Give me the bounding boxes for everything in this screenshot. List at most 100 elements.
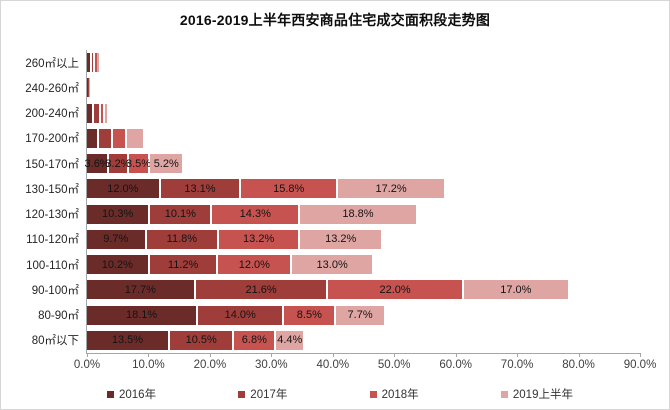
bar-segment-2018年 [94, 53, 98, 73]
bar-row: 260㎡以上 [25, 50, 640, 75]
bar-segment-2018年: 14.3% [212, 204, 301, 224]
category-label: 170-200㎡ [25, 133, 79, 146]
bar-segment-2016年: 18.1% [87, 305, 199, 325]
x-axis-tick-label: 40.0% [316, 359, 350, 371]
bar-segment-2016年: 17.7% [87, 280, 196, 300]
x-axis-tick-label: 80.0% [562, 359, 595, 371]
bar-track: 9.7% 11.8% 13.2% 13.2% [87, 229, 640, 249]
bar-segment-2018年: 13.2% [219, 229, 301, 249]
bar-track [87, 128, 640, 148]
bar-segment-2016年 [87, 78, 89, 98]
bar-track: 10.3% 10.1% 14.3% 18.8% [87, 204, 640, 224]
bar-segment-2019上半年 [126, 128, 143, 148]
legend-item: 2018年 [369, 386, 419, 402]
bar-row: 130-150㎡ 12.0% 13.1% 15.8% 17.2% [25, 176, 640, 201]
bar-segment-2019上半年: 5.2% [150, 154, 183, 174]
legend-marker-icon [238, 390, 246, 398]
bar-row: 240-260㎡ [25, 75, 640, 100]
bar-row: 80-90㎡ 18.1% 14.0% 8.5% 7.7% [38, 303, 640, 328]
bar-segment-2016年: 10.2% [87, 255, 150, 275]
bar-row: 120-130㎡ 10.3% 10.1% 14.3% 18.8% [25, 202, 640, 227]
bar-track: 3.6% 3.2% 3.5% 5.2% [85, 154, 640, 174]
x-axis-tickmark [271, 353, 273, 357]
bar-track: 13.5% 10.5% 6.8% 4.4% [87, 330, 640, 350]
bar-segment-2016年: 3.6% [85, 154, 110, 174]
bar-segment-2017年 [94, 103, 101, 123]
bar-segment-2018年 [88, 78, 90, 98]
bar-segment-2016年: 10.3% [87, 204, 151, 224]
x-axis-tickmark [640, 353, 641, 357]
x-axis-tick-label: 0.0% [73, 359, 101, 371]
x-axis-tick-label: 70.0% [500, 359, 534, 371]
bar-row: 100-110㎡ 10.2% 11.2% 12.0% 13.0% [26, 252, 640, 277]
bar-segment-2018年: 3.5% [126, 154, 151, 174]
bar-segment-2017年: 10.5% [169, 330, 235, 350]
category-label: 260㎡以上 [25, 57, 79, 70]
bar-segment-2016年: 9.7% [87, 229, 147, 249]
category-label: 80-90㎡ [38, 310, 79, 323]
category-label: 100-110㎡ [26, 259, 79, 272]
bar-segment-2019上半年 [89, 78, 91, 98]
bar-segment-2019上半年: 17.0% [463, 280, 569, 300]
x-axis: 0.0% 10.0% 20.0% 30.0% 40.0% 50.0% 60.0% 70.0% 8… [74, 353, 656, 377]
x-axis-tickmark [332, 353, 334, 357]
bar-segment-2017年 [99, 128, 114, 148]
legend-marker-icon [369, 390, 377, 398]
bar-segment-2017年: 14.0% [198, 305, 285, 325]
plot-area: 260㎡以上 240-260㎡ 200-240㎡ 170-200㎡ 150-170㎡ 3.… [25, 50, 656, 371]
category-label: 110-120㎡ [26, 234, 79, 247]
bar-segment-2017年: 3.2% [105, 154, 130, 174]
bar-row: 170-200㎡ [25, 126, 640, 151]
legend-marker-icon [500, 390, 508, 398]
bar-segment-2018年 [113, 128, 127, 148]
bar-segment-2016年 [87, 128, 100, 148]
bar-segment-2018年: 15.8% [241, 179, 339, 199]
category-label: 200-240㎡ [25, 108, 79, 121]
category-label: 120-130㎡ [25, 209, 79, 222]
bar-row: 110-120㎡ 9.7% 11.8% 13.2% 13.2% [26, 227, 640, 252]
bar-track [87, 78, 640, 98]
bar-segment-2018年: 8.5% [284, 305, 337, 325]
bar-rows: 260㎡以上 240-260㎡ 200-240㎡ 170-200㎡ 150-170㎡ 3.… [25, 50, 640, 353]
bar-row: 200-240㎡ [25, 101, 640, 126]
bar-track: 12.0% 13.1% 15.8% 17.2% [87, 179, 640, 199]
x-axis-tickmark [394, 353, 396, 357]
bar-segment-2019上半年 [97, 53, 100, 73]
bar-segment-2018年 [100, 103, 105, 123]
legend-marker-icon [107, 390, 114, 398]
bar-segment-2017年: 11.2% [149, 255, 219, 275]
x-axis-tickmark [148, 353, 150, 357]
category-label: 80㎡以下 [31, 335, 79, 348]
bar-segment-2016年: 12.0% [87, 179, 161, 199]
bar-track: 17.7% 21.6% 22.0% 17.0% [87, 280, 640, 300]
category-label: 130-150㎡ [25, 183, 79, 196]
category-label: 90-100㎡ [31, 284, 79, 297]
bar-segment-2019上半年: 13.0% [292, 255, 373, 275]
x-axis-tick-label: 30.0% [255, 359, 288, 371]
bar-track [87, 53, 640, 73]
bar-segment-2017年: 13.1% [160, 179, 242, 199]
bar-segment-2019上半年: 18.8% [300, 204, 416, 224]
legend: 2016年 2017年 2018年 2019上半年 [107, 386, 573, 402]
bar-segment-2019上半年: 13.2% [300, 229, 382, 249]
x-axis-tick-label: 10.0% [132, 359, 165, 371]
legend-item: 2019上半年 [500, 386, 573, 402]
category-label: 150-170㎡ [25, 158, 79, 171]
x-axis-tick-label: 50.0% [377, 359, 411, 371]
x-axis-tickmark [455, 353, 457, 357]
legend-item: 2017年 [238, 386, 287, 402]
bar-segment-2016年 [87, 53, 92, 73]
bar-row: 80㎡以下 13.5% 10.5% 6.8% 4.4% [32, 328, 640, 353]
bar-segment-2019上半年: 7.7% [336, 305, 384, 325]
legend-label: 2019上半年 [512, 389, 573, 401]
legend-label: 2018年 [381, 389, 419, 401]
x-axis-tickmark [209, 353, 211, 357]
bar-segment-2016年 [87, 103, 95, 123]
x-axis-tick-label: 20.0% [193, 359, 227, 371]
bar-row: 150-170㎡ 3.6% 3.2% 3.5% 5.2% [25, 151, 640, 176]
bar-segment-2017年 [88, 78, 89, 98]
bar-track [87, 103, 640, 123]
x-axis-tickmark [87, 353, 88, 357]
bar-segment-2017年 [91, 53, 95, 73]
